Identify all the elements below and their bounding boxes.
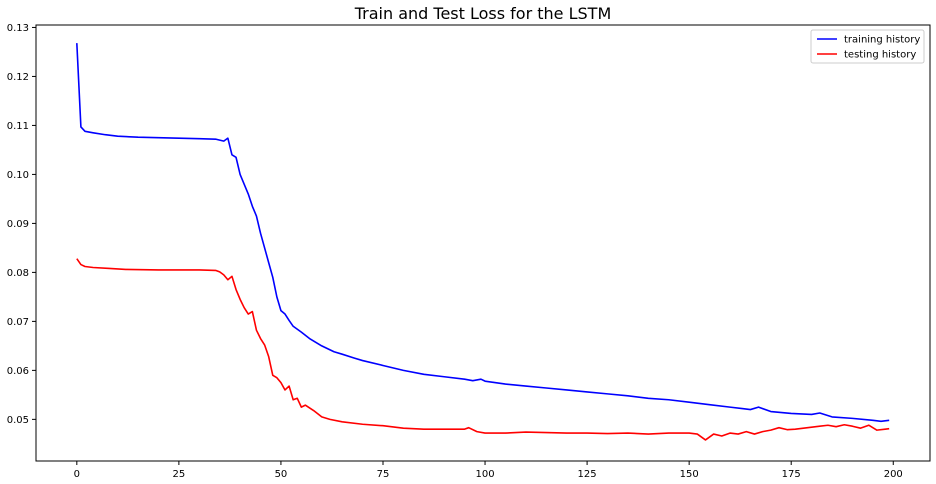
y-tick-label: 0.05: [7, 415, 29, 426]
series-lines: [76, 43, 890, 441]
x-tick-label: 50: [275, 469, 288, 480]
y-tick-label: 0.10: [7, 170, 29, 181]
legend-label: testing history: [844, 50, 916, 61]
x-axis: 0 25 50 75 100 125 150 175 200: [74, 461, 903, 480]
x-tick-label: 100: [475, 469, 494, 480]
legend-label: training history: [844, 35, 920, 46]
y-tick-label: 0.11: [7, 121, 29, 132]
x-tick-label: 150: [680, 469, 699, 480]
x-tick-label: 0: [74, 469, 80, 480]
y-tick-label: 0.08: [7, 268, 29, 279]
x-tick-label: 175: [782, 469, 801, 480]
x-tick-label: 125: [578, 469, 597, 480]
series-line-testing: [76, 258, 890, 441]
y-tick-label: 0.09: [7, 219, 29, 230]
y-tick-label: 0.06: [7, 366, 29, 377]
x-tick-label: 25: [173, 469, 186, 480]
y-tick-label: 0.12: [7, 72, 29, 83]
x-tick-label: 75: [377, 469, 390, 480]
legend: training history testing history: [810, 29, 925, 64]
plot-frame: [35, 24, 931, 462]
legend-box: [810, 29, 925, 64]
series-line-training: [76, 43, 890, 423]
chart-title: Train and Test Loss for the LSTM: [354, 4, 612, 23]
x-tick-label: 200: [884, 469, 903, 480]
y-tick-label: 0.13: [7, 23, 29, 34]
y-tick-label: 0.07: [7, 317, 29, 328]
y-axis: 0.05 0.06 0.07 0.08 0.09 0.10 0.11 0.12 0.13: [7, 23, 36, 426]
